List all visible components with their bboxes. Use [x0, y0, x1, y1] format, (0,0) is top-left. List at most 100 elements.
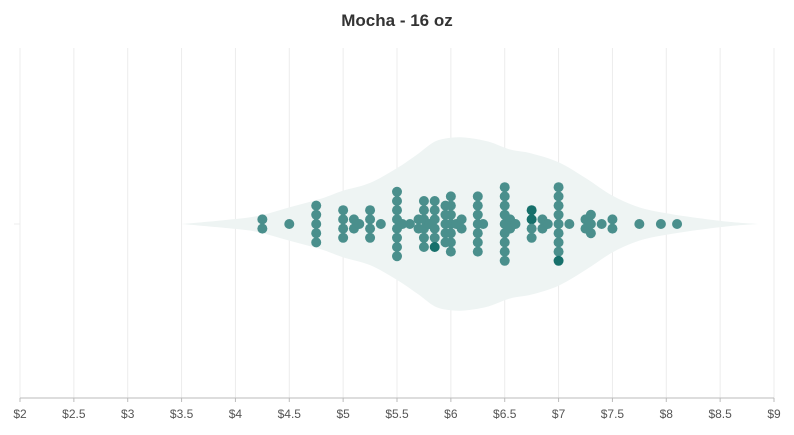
data-point: [338, 205, 349, 216]
data-point: [553, 255, 564, 266]
x-tick-label: $6.5: [493, 407, 517, 421]
data-point: [365, 214, 376, 225]
data-point: [445, 246, 456, 257]
data-point: [526, 205, 537, 216]
data-point: [553, 219, 564, 229]
x-tick-label: $6: [444, 407, 458, 421]
chart-title: Mocha - 16 oz: [341, 11, 453, 30]
x-tick-label: $5.5: [385, 407, 409, 421]
data-point: [553, 200, 564, 211]
data-point: [397, 219, 408, 229]
data-point: [418, 242, 429, 252]
data-point: [564, 219, 575, 229]
data-point: [311, 237, 322, 248]
data-point: [429, 214, 440, 225]
data-point: [404, 219, 415, 229]
data-point: [365, 205, 376, 216]
data-point: [472, 246, 483, 257]
data-point: [392, 251, 402, 262]
x-tick-label: $8.5: [708, 407, 732, 421]
data-point: [456, 214, 467, 225]
x-tick-label: $3: [121, 407, 135, 421]
data-point: [311, 228, 322, 239]
data-point: [499, 200, 510, 211]
data-point: [429, 242, 440, 252]
data-point: [553, 182, 564, 193]
data-point: [510, 219, 521, 229]
data-point: [429, 223, 440, 234]
data-point: [472, 228, 483, 239]
data-point: [585, 228, 596, 239]
data-point: [257, 214, 268, 225]
data-point: [607, 214, 618, 225]
x-tick-label: $3.5: [170, 407, 194, 421]
data-point: [553, 209, 564, 220]
x-tick-label: $8: [660, 407, 674, 421]
x-tick-label: $9: [767, 407, 781, 421]
data-point: [418, 232, 429, 243]
data-point: [284, 219, 295, 229]
data-point: [553, 246, 564, 257]
data-point: [338, 214, 349, 225]
data-point: [338, 223, 349, 234]
data-point: [445, 191, 456, 202]
data-point: [311, 200, 322, 211]
data-point: [472, 200, 483, 211]
data-point: [445, 209, 456, 220]
data-point: [499, 237, 510, 248]
data-point: [499, 191, 510, 202]
x-tick-label: $5: [336, 407, 350, 421]
data-point: [526, 214, 537, 225]
data-point: [392, 196, 402, 206]
data-point: [607, 223, 618, 234]
violin-layer: [181, 137, 758, 311]
x-tick-label: $2: [13, 407, 27, 421]
data-point: [418, 196, 429, 206]
data-point: [375, 219, 386, 229]
data-point: [553, 191, 564, 202]
data-point: [499, 182, 510, 193]
x-tick-label: $4: [229, 407, 243, 421]
data-point: [478, 219, 489, 229]
data-point: [472, 209, 483, 220]
data-point: [365, 223, 376, 234]
data-point: [585, 209, 596, 220]
data-point: [311, 219, 322, 229]
data-point: [392, 242, 402, 252]
data-point: [596, 219, 607, 229]
data-point: [418, 205, 429, 216]
data-point: [553, 237, 564, 248]
data-point: [445, 200, 456, 211]
data-point: [445, 228, 456, 239]
data-point: [526, 232, 537, 243]
data-point: [365, 232, 376, 243]
data-point: [392, 232, 402, 243]
data-point: [585, 219, 596, 229]
data-point: [392, 186, 402, 197]
data-point: [429, 205, 440, 216]
data-point: [392, 205, 402, 216]
data-point: [634, 219, 645, 229]
data-point: [526, 223, 537, 234]
data-points: [257, 182, 683, 266]
data-point: [354, 219, 365, 229]
data-point: [499, 255, 510, 266]
data-point: [456, 223, 467, 234]
data-point: [499, 246, 510, 257]
data-point: [553, 228, 564, 239]
violin-shape: [181, 137, 758, 311]
data-point: [445, 237, 456, 248]
data-point: [311, 209, 322, 220]
data-point: [257, 223, 268, 234]
data-point: [472, 191, 483, 202]
data-point: [672, 219, 683, 229]
data-point: [429, 232, 440, 243]
x-axis: $2 $2.5 $3 $3.5 $4 $4.5 $5 $5.5 $6 $6.5 $7 $7.5 $8 $8…: [13, 223, 781, 421]
x-tick-label: $7.5: [601, 407, 625, 421]
x-tick-label: $4.5: [278, 407, 302, 421]
data-point: [472, 237, 483, 248]
x-tick-label: $2.5: [62, 407, 86, 421]
x-tick-label: $7: [552, 407, 566, 421]
data-point: [655, 219, 666, 229]
